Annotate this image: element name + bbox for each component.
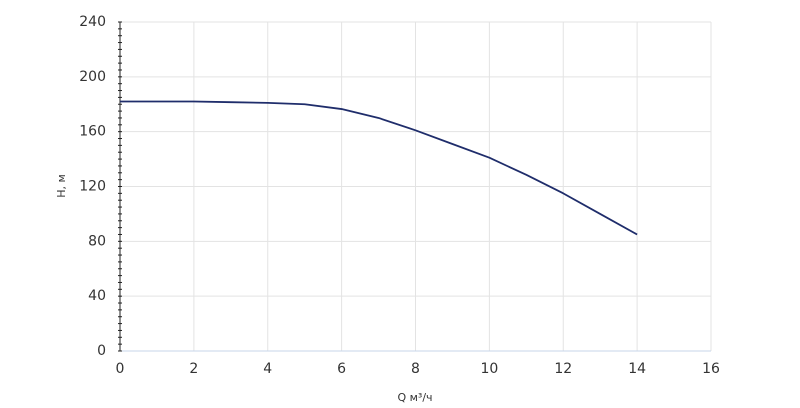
line-series	[120, 100, 638, 236]
x-tick-label: 2	[189, 361, 198, 377]
x-tick-label: 12	[554, 361, 572, 377]
x-tick-label: 10	[480, 361, 498, 377]
x-axis-title: Q м³/ч	[397, 391, 432, 404]
x-tick-label: 14	[628, 361, 646, 377]
x-tick-label: 8	[411, 361, 420, 377]
x-tick-label: 0	[116, 361, 125, 377]
y-tick-label: 240	[79, 14, 106, 30]
x-tick-label: 4	[263, 361, 272, 377]
y-tick-label: 160	[79, 124, 106, 140]
y-axis-title: H, м	[55, 174, 68, 198]
y-tick-label: 0	[97, 343, 106, 359]
y-tick-label: 200	[79, 69, 106, 85]
y-tick-label: 80	[88, 233, 106, 249]
x-tick-label: 16	[702, 361, 720, 377]
x-tick-label: 6	[337, 361, 346, 377]
y-tick-label: 40	[88, 288, 106, 304]
y-tick-label: 120	[79, 179, 106, 195]
